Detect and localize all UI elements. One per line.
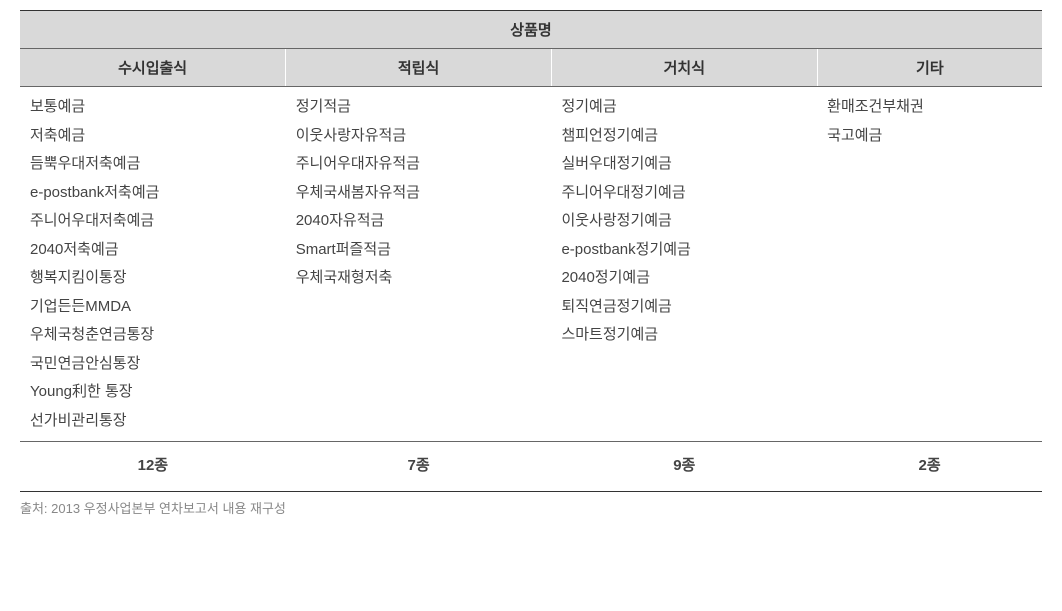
cell-col1: 보통예금저축예금듬뿍우대저축예금e-postbank저축예금주니어우대저축예금2… [20,87,286,442]
total-col4: 2종 [817,442,1042,492]
col-header-3: 거치식 [551,49,817,87]
cell-col4: 환매조건부채권국고예금 [817,87,1042,442]
data-row: 보통예금저축예금듬뿍우대저축예금e-postbank저축예금주니어우대저축예금2… [20,87,1042,442]
col-header-2: 적립식 [286,49,552,87]
col-header-1: 수시입출식 [20,49,286,87]
total-col1: 12종 [20,442,286,492]
totals-row: 12종 7종 9종 2종 [20,442,1042,492]
sub-header-row: 수시입출식 적립식 거치식 기타 [20,49,1042,87]
product-table-wrapper: 상품명 수시입출식 적립식 거치식 기타 보통예금저축예금듬뿍우대저축예금e-p… [20,10,1042,492]
table-body: 보통예금저축예금듬뿍우대저축예금e-postbank저축예금주니어우대저축예금2… [20,87,1042,492]
main-header-row: 상품명 [20,11,1042,49]
product-table: 상품명 수시입출식 적립식 거치식 기타 보통예금저축예금듬뿍우대저축예금e-p… [20,10,1042,492]
source-note: 출처: 2013 우정사업본부 연차보고서 내용 재구성 [20,498,1042,517]
col-header-4: 기타 [817,49,1042,87]
cell-col2: 정기적금이웃사랑자유적금주니어우대자유적금우체국새봄자유적금2040자유적금Sm… [286,87,552,442]
total-col2: 7종 [286,442,552,492]
table-head: 상품명 수시입출식 적립식 거치식 기타 [20,11,1042,87]
total-col3: 9종 [551,442,817,492]
main-header-cell: 상품명 [20,11,1042,49]
cell-col3: 정기예금챔피언정기예금실버우대정기예금주니어우대정기예금이웃사랑정기예금e-po… [551,87,817,442]
